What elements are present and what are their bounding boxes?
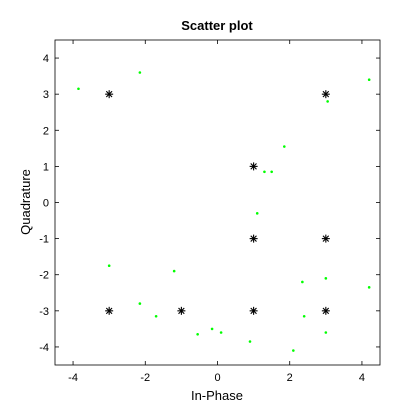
green-dot-point <box>255 212 259 215</box>
x-tick-label: 4 <box>359 372 365 384</box>
x-axis-label: In-Phase <box>191 388 243 403</box>
asterisk-point <box>321 90 330 99</box>
green-dot-point <box>302 314 306 318</box>
asterisk-point <box>249 234 258 243</box>
green-dot-point <box>326 100 329 103</box>
green-dot-point <box>301 280 304 284</box>
asterisk-point <box>105 90 114 99</box>
y-tick-label: -4 <box>39 342 49 354</box>
green-dot-point <box>367 286 371 289</box>
y-axis: -4 -3 -2 -1 0 1 2 3 4 <box>39 53 380 354</box>
y-axis-label: Quadrature <box>18 169 33 235</box>
green-dot-point <box>324 331 328 334</box>
y-tick-label: 1 <box>43 161 49 173</box>
asterisk-point <box>177 306 186 315</box>
chart-title: Scatter plot <box>181 18 253 33</box>
asterisk-point <box>249 306 258 315</box>
green-dot-point <box>154 314 158 318</box>
green-dot-point <box>292 349 295 352</box>
x-axis: -4 -2 0 2 4 <box>68 40 365 384</box>
green-dot-point <box>172 269 176 273</box>
x-tick-label: -2 <box>140 372 150 384</box>
green-dot-point <box>283 145 286 148</box>
green-dot-point <box>107 264 111 267</box>
x-tick-label: 0 <box>214 372 220 384</box>
y-tick-label: 3 <box>43 89 49 101</box>
y-tick-label: -1 <box>39 234 49 246</box>
asterisk-point <box>105 306 114 315</box>
green-dot-point <box>196 333 199 336</box>
asterisk-point <box>321 306 330 315</box>
green-dot-point <box>263 170 266 174</box>
y-tick-label: 4 <box>43 53 49 65</box>
data-points <box>77 71 371 352</box>
green-dot-point <box>324 277 328 280</box>
y-tick-label: -2 <box>39 270 49 282</box>
y-tick-label: 2 <box>43 125 49 137</box>
green-dot-point <box>138 71 142 74</box>
green-dot-point <box>77 87 80 91</box>
green-dot-point <box>367 78 371 82</box>
green-dot-point <box>210 327 214 331</box>
y-tick-label: 0 <box>43 198 49 210</box>
y-tick-label: -3 <box>39 306 49 318</box>
x-tick-label: 2 <box>287 372 293 384</box>
green-dot-point <box>270 170 273 174</box>
asterisk-point <box>321 234 330 243</box>
green-dot-point <box>219 331 223 334</box>
x-tick-label: -4 <box>68 372 78 384</box>
green-dot-point <box>138 302 142 305</box>
asterisk-point <box>249 162 258 171</box>
green-dot-point <box>248 340 252 343</box>
plot-area <box>54 39 381 366</box>
